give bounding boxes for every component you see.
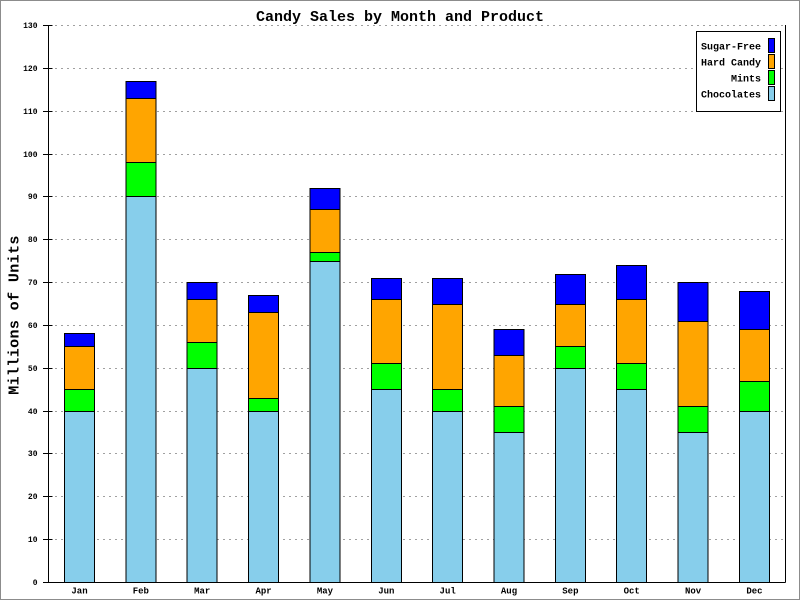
svg-text:100: 100 (23, 151, 38, 160)
svg-text:70: 70 (28, 279, 38, 288)
svg-text:10: 10 (28, 536, 38, 545)
svg-text:0: 0 (33, 579, 38, 588)
svg-text:Mar: Mar (194, 587, 210, 597)
svg-text:50: 50 (28, 365, 38, 374)
svg-text:Apr: Apr (255, 587, 271, 597)
svg-text:Jun: Jun (378, 587, 394, 597)
svg-text:120: 120 (23, 65, 38, 74)
svg-text:Mints: Mints (731, 74, 761, 86)
svg-text:20: 20 (28, 493, 38, 502)
svg-text:90: 90 (28, 193, 38, 202)
svg-text:130: 130 (23, 22, 38, 31)
svg-text:Millions of Units: Millions of Units (7, 235, 24, 395)
svg-text:Oct: Oct (624, 587, 640, 597)
svg-text:Jan: Jan (71, 587, 87, 597)
svg-text:Aug: Aug (501, 587, 517, 597)
svg-text:30: 30 (28, 450, 38, 459)
svg-text:Feb: Feb (133, 587, 149, 597)
svg-text:40: 40 (28, 408, 38, 417)
svg-text:Nov: Nov (685, 587, 702, 597)
svg-text:Sep: Sep (562, 587, 578, 597)
svg-text:110: 110 (23, 108, 38, 117)
svg-text:May: May (317, 587, 334, 597)
svg-text:Sugar-Free: Sugar-Free (701, 42, 761, 53)
svg-text:60: 60 (28, 322, 38, 331)
svg-text:Jul: Jul (440, 587, 457, 597)
svg-text:Hard Candy: Hard Candy (701, 57, 761, 69)
svg-text:Candy Sales by Month and Produ: Candy Sales by Month and Product (256, 9, 544, 26)
svg-text:80: 80 (28, 236, 38, 245)
svg-text:Dec: Dec (746, 587, 762, 597)
svg-text:Chocolates: Chocolates (701, 90, 761, 102)
